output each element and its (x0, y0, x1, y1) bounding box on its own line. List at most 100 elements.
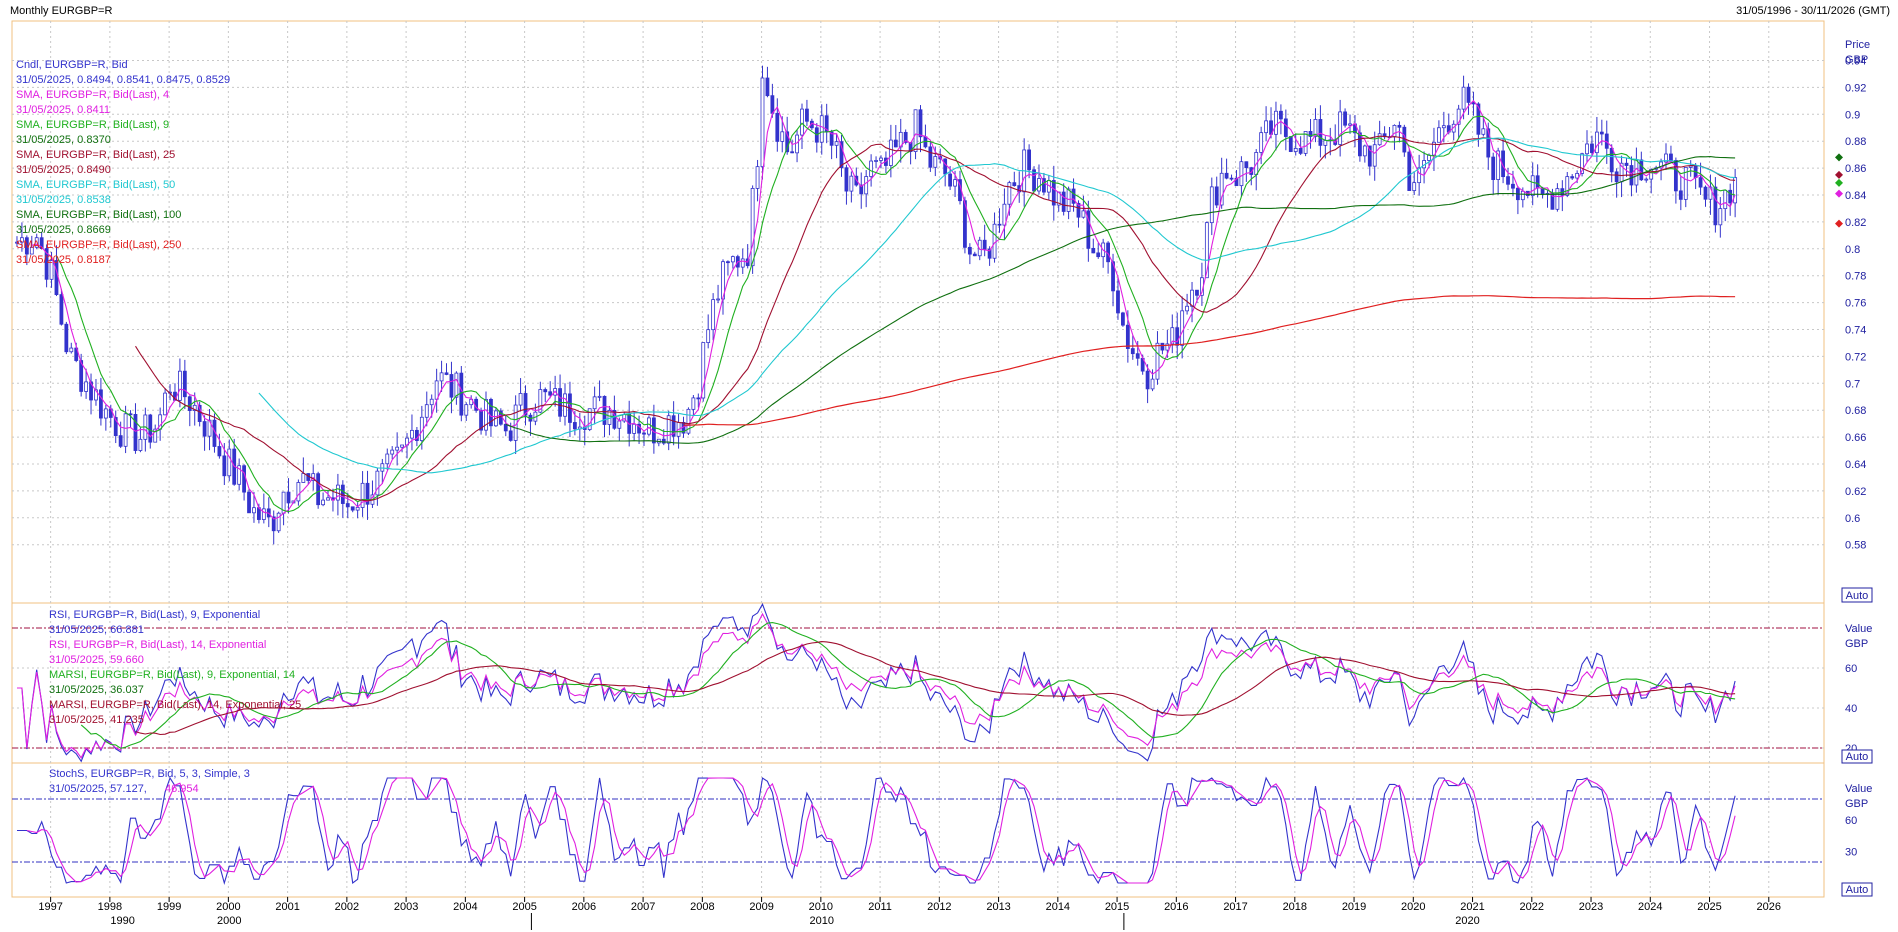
candle-body (864, 176, 869, 195)
candle-body (484, 398, 488, 431)
candle-body (202, 421, 207, 437)
candle-body (1367, 145, 1372, 167)
candle-body (1170, 327, 1175, 345)
candle-body (1481, 128, 1486, 135)
stoch-auto-label: Auto (1846, 884, 1869, 896)
last-value-marker (1835, 170, 1843, 179)
rsi-axis-unit: GBP (1845, 638, 1868, 650)
stoch-legend-value: 31/05/2025, 57.127, (49, 783, 147, 795)
candle-body (1407, 151, 1412, 191)
candle-body (1185, 305, 1189, 312)
year-label: 2012 (927, 901, 951, 913)
year-label: 2006 (572, 901, 596, 913)
candle-body (879, 157, 883, 161)
price-legend-label: SMA, EURGBP=R, Bid(Last), 100 (16, 209, 181, 221)
candle-body (874, 160, 878, 162)
rsi-legend-value: 31/05/2025, 59.660 (49, 654, 144, 666)
candle-body (918, 109, 923, 138)
candle-body (1609, 147, 1614, 173)
legends: Cndl, EURGBP=R, Bid 31/05/2025, 0.8494, 0… (16, 59, 301, 795)
year-label: 2004 (453, 901, 477, 913)
candle-body (785, 131, 790, 153)
chart-marks (15, 65, 1843, 886)
candle-body (1264, 120, 1268, 134)
year-label: 2015 (1105, 901, 1129, 913)
year-label: 2011 (868, 901, 892, 913)
candle-body (1461, 86, 1466, 110)
candle-body (345, 503, 350, 508)
candle-body (829, 131, 834, 146)
candle-body (706, 329, 711, 343)
candle-body (1649, 168, 1654, 180)
price-legend-label: SMA, EURGBP=R, Bid(Last), 250 (16, 239, 181, 251)
year-label: 2017 (1223, 901, 1247, 913)
stoch-auto-button[interactable] (1841, 882, 1873, 897)
candle-body (34, 237, 39, 248)
candle-body (780, 131, 785, 142)
candle-body (1377, 133, 1382, 146)
candle-body (592, 396, 597, 410)
year-label: 2007 (631, 901, 655, 913)
rsi-panel[interactable] (11, 602, 1825, 764)
candle-body (1580, 153, 1584, 174)
year-label: 2014 (1046, 901, 1070, 913)
candle-body (1683, 167, 1688, 200)
stoch-tick-label: 60 (1845, 815, 1857, 827)
candle-body (819, 115, 824, 143)
candle-body (1634, 159, 1639, 186)
candle-body (1323, 140, 1328, 146)
candle-body (933, 156, 938, 168)
candle-body (770, 95, 775, 114)
candle-body (187, 396, 192, 411)
candle-body (869, 160, 874, 177)
candle-body (1076, 202, 1081, 218)
candle-body (1096, 252, 1101, 258)
price-tick-label: 0.86 (1845, 163, 1866, 175)
candle-body (197, 404, 202, 422)
candle-body (982, 239, 987, 250)
candle-body (1002, 203, 1007, 226)
stoch-panel[interactable] (11, 762, 1825, 898)
candle-body (597, 395, 602, 398)
candle-body (1318, 119, 1323, 146)
price-legend-label: SMA, EURGBP=R, Bid(Last), 50 (16, 179, 175, 191)
candle-body (321, 499, 325, 506)
stoch-axis: Value GBP 60 30 Auto (1841, 783, 1873, 897)
top-title-bar: Monthly EURGBP=R 31/05/1996 - 30/11/2026… (10, 5, 1890, 17)
candle-body (903, 131, 908, 143)
rsi14-line (17, 612, 1736, 759)
candle-body (1313, 119, 1318, 137)
price-auto-button[interactable] (1841, 587, 1873, 603)
decade-label: 2000 (217, 915, 241, 927)
candle-body (1432, 141, 1436, 156)
candle-body (217, 446, 222, 457)
price-legend-value: 31/05/2025, 0.8411 (16, 104, 110, 116)
candle-body (548, 391, 553, 396)
candle-body (1145, 370, 1150, 390)
candle-body (276, 512, 281, 532)
rsi-auto-button[interactable] (1841, 749, 1873, 764)
candle-body (1239, 161, 1244, 187)
candle-body (1061, 191, 1066, 212)
candle-body (449, 374, 454, 398)
year-label: 2022 (1520, 901, 1544, 913)
candle-body (1728, 189, 1733, 204)
price-tick-label: 0.92 (1845, 82, 1866, 94)
rsi-legend-value: 31/05/2025, 41.235 (49, 714, 144, 726)
candle-body (1506, 176, 1510, 185)
candle-body (1718, 208, 1723, 226)
candle-body (355, 507, 360, 511)
candle-body (1209, 186, 1214, 224)
price-tick-label: 0.78 (1845, 271, 1866, 283)
candle-body (508, 430, 513, 441)
candle-body (1530, 175, 1535, 196)
year-label: 2016 (1164, 901, 1188, 913)
sma25-line (135, 135, 1736, 502)
candle-body (1599, 131, 1604, 135)
candle-body (1392, 124, 1397, 138)
candle-body (760, 77, 765, 168)
candle-body (726, 261, 730, 264)
candle-body (587, 408, 592, 430)
candle-body (1550, 192, 1555, 210)
